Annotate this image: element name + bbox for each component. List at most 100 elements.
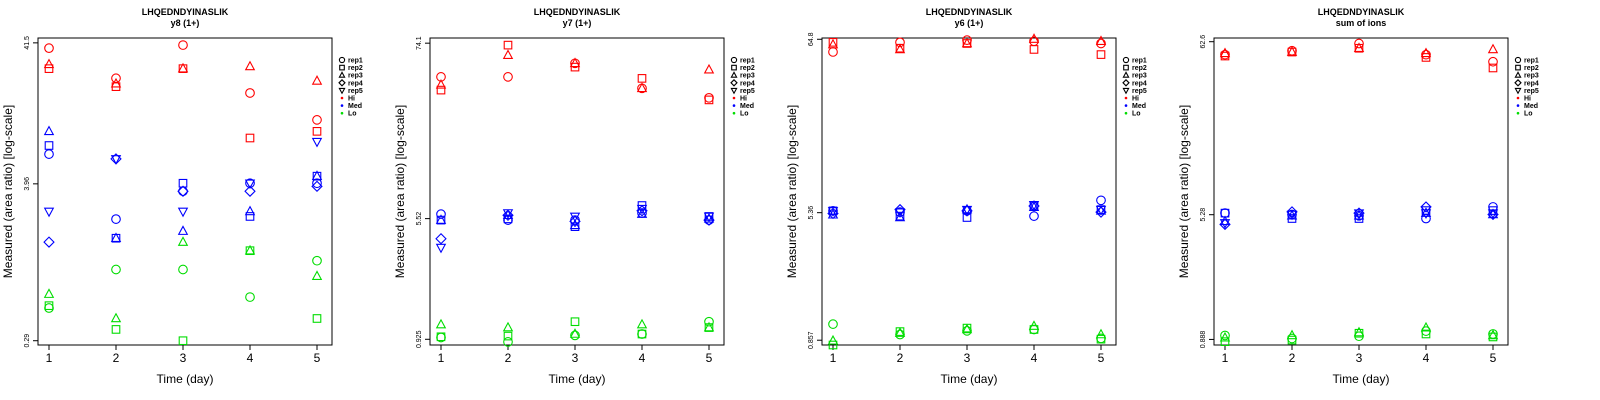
legend-label-rep1: rep1 bbox=[1524, 58, 1539, 65]
legend-marker-rep3 bbox=[1122, 71, 1130, 78]
data-point-med-rep4 bbox=[703, 214, 715, 226]
data-point-hi-rep3 bbox=[703, 63, 715, 74]
legend-dot-hi bbox=[340, 96, 344, 100]
chart-subtitle: y6 (1+) bbox=[955, 18, 984, 28]
x-tick-label: 5 bbox=[1098, 351, 1105, 365]
data-point-hi-rep3 bbox=[569, 57, 581, 68]
y-tick-label: 0.888 bbox=[1200, 331, 1207, 349]
legend-label-med: Med bbox=[1524, 103, 1538, 110]
data-point-med-rep4 bbox=[1219, 218, 1231, 231]
data-point-hi-rep3 bbox=[1286, 46, 1298, 56]
data-point-med-rep4 bbox=[1286, 206, 1298, 218]
data-point-hi-rep3 bbox=[311, 75, 323, 85]
legend-marker-rep2 bbox=[1123, 64, 1129, 71]
x-tick-label: 1 bbox=[438, 351, 445, 365]
legend-label-rep1: rep1 bbox=[348, 58, 363, 65]
x-tick-label: 1 bbox=[1222, 351, 1229, 365]
legend-marker-rep4 bbox=[338, 79, 346, 87]
data-point-med-rep3 bbox=[435, 214, 447, 224]
data-point-hi-rep3 bbox=[1028, 33, 1040, 43]
data-point-lo-rep2 bbox=[1096, 334, 1106, 344]
data-point-med-rep4 bbox=[569, 215, 581, 228]
legend-label-rep5: rep5 bbox=[348, 88, 363, 95]
data-point-lo-rep1 bbox=[828, 319, 838, 329]
legend-dot-med bbox=[340, 104, 344, 107]
x-tick-label: 3 bbox=[572, 351, 579, 365]
data-point-med-rep5 bbox=[1095, 205, 1107, 216]
plot-frame bbox=[429, 37, 725, 346]
legend-label-lo: Lo bbox=[740, 111, 749, 118]
data-point-lo-rep1 bbox=[637, 329, 647, 339]
legend-label-hi: Hi bbox=[740, 96, 747, 103]
y-tick-label: 5.52 bbox=[416, 212, 423, 226]
data-point-med-rep4 bbox=[43, 236, 55, 248]
data-point-med-rep4 bbox=[502, 209, 514, 221]
data-point-lo-rep2 bbox=[828, 340, 838, 350]
x-tick-label: 3 bbox=[180, 351, 187, 365]
y-tick-label: 62.6 bbox=[1200, 35, 1207, 49]
data-point-med-rep4 bbox=[177, 185, 189, 197]
data-point-med-rep5 bbox=[1219, 219, 1231, 229]
data-point-lo-rep3 bbox=[43, 288, 55, 298]
y-axis-label: Measured (area ratio) [log-scale] bbox=[1177, 105, 1191, 278]
data-point-med-rep5 bbox=[894, 208, 906, 219]
data-point-hi-rep1 bbox=[245, 88, 255, 98]
legend-marker-rep1 bbox=[338, 56, 346, 64]
legend-label-rep2: rep2 bbox=[1132, 65, 1147, 72]
chart-title: LHQEDNDYINASLIK bbox=[926, 7, 1013, 17]
legend-label-rep4: rep4 bbox=[740, 80, 755, 87]
data-point-hi-rep2 bbox=[828, 38, 838, 47]
legend-marker-rep1 bbox=[1122, 56, 1130, 64]
data-point-hi-rep3 bbox=[110, 77, 122, 88]
data-point-med-rep5 bbox=[827, 207, 839, 217]
legend-marker-rep4 bbox=[1514, 79, 1522, 87]
data-point-lo-rep2 bbox=[111, 325, 121, 334]
y-tick-label: 0.925 bbox=[416, 330, 423, 348]
data-point-hi-rep1 bbox=[312, 115, 322, 125]
x-tick-label: 4 bbox=[1031, 351, 1038, 365]
data-point-med-rep5 bbox=[703, 212, 715, 223]
legend-label-rep2: rep2 bbox=[348, 65, 363, 72]
data-point-med-rep2 bbox=[44, 141, 54, 150]
data-point-med-rep1 bbox=[1029, 211, 1039, 221]
legend-label-med: Med bbox=[740, 103, 754, 110]
data-point-med-rep4 bbox=[311, 180, 323, 193]
legend-dot-hi bbox=[1124, 96, 1128, 100]
data-point-hi-rep3 bbox=[1487, 43, 1499, 54]
legend-marker-rep5 bbox=[1514, 87, 1522, 95]
legend-label-rep5: rep5 bbox=[1132, 88, 1147, 95]
x-tick-label: 4 bbox=[247, 351, 254, 365]
data-point-med-rep5 bbox=[961, 205, 973, 216]
data-point-hi-rep2 bbox=[704, 95, 714, 105]
data-point-lo-rep1 bbox=[178, 264, 188, 275]
y-tick-label: 0.29 bbox=[24, 334, 31, 348]
data-point-hi-rep3 bbox=[1095, 35, 1107, 46]
legend-label-rep2: rep2 bbox=[740, 65, 755, 72]
legend-label-rep4: rep4 bbox=[1524, 80, 1539, 87]
data-point-med-rep1 bbox=[436, 209, 446, 219]
data-point-hi-rep2 bbox=[1096, 50, 1106, 59]
data-point-lo-rep3 bbox=[1028, 320, 1040, 330]
data-point-med-rep1 bbox=[1096, 195, 1106, 206]
data-point-lo-rep3 bbox=[1286, 329, 1298, 340]
data-point-hi-rep2 bbox=[436, 85, 446, 95]
data-point-med-rep1 bbox=[178, 186, 188, 197]
data-point-med-rep5 bbox=[1420, 209, 1432, 220]
data-point-med-rep5 bbox=[1353, 209, 1365, 220]
data-point-lo-rep1 bbox=[111, 264, 121, 275]
data-point-lo-rep3 bbox=[110, 312, 122, 323]
data-point-med-rep3 bbox=[177, 225, 189, 235]
data-point-lo-rep1 bbox=[312, 255, 322, 266]
legend-marker-rep2 bbox=[339, 64, 345, 71]
data-point-med-rep5 bbox=[636, 204, 648, 215]
data-point-hi-rep1 bbox=[1096, 38, 1106, 49]
legend-label-rep5: rep5 bbox=[740, 88, 755, 95]
chart-title: LHQEDNDYINASLIK bbox=[1318, 7, 1405, 17]
data-point-lo-rep2 bbox=[1354, 328, 1364, 338]
legend-dot-lo bbox=[732, 111, 736, 115]
data-point-med-rep5 bbox=[43, 207, 55, 218]
